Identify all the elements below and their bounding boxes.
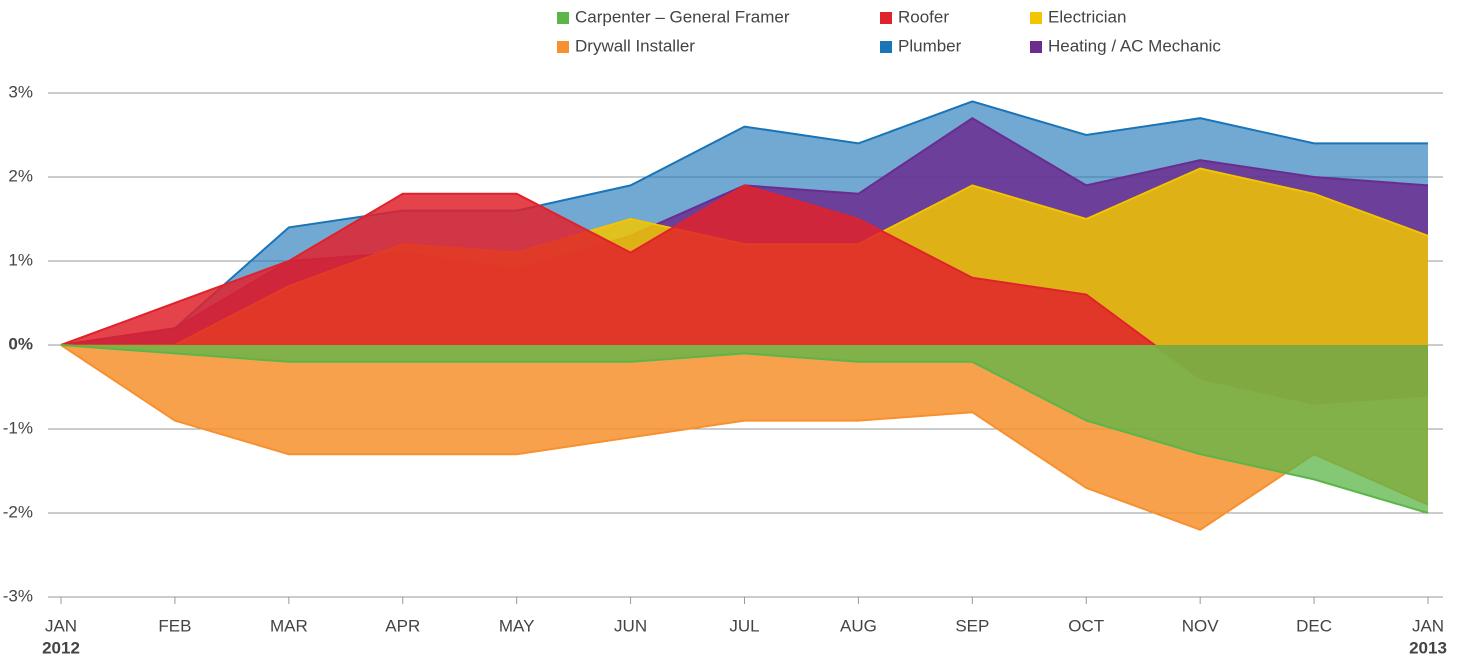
y-tick-label: 0% xyxy=(8,334,33,353)
y-tick-label: -1% xyxy=(3,418,33,437)
x-sublabel: 2012 xyxy=(42,638,80,657)
area xyxy=(61,345,1428,513)
legend-label: Carpenter – General Framer xyxy=(575,7,790,26)
legend-label: Electrician xyxy=(1048,7,1126,26)
x-tick-label: FEB xyxy=(158,616,191,635)
legend-label: Roofer xyxy=(898,7,949,26)
area xyxy=(61,185,1428,404)
y-tick-label: 2% xyxy=(8,166,33,185)
x-tick-label: JAN xyxy=(1412,616,1444,635)
y-tick-label: 1% xyxy=(8,250,33,269)
x-tick-label: JUL xyxy=(729,616,759,635)
y-tick-label: 3% xyxy=(8,82,33,101)
x-tick-label: APR xyxy=(385,616,420,635)
legend-swatch xyxy=(880,12,892,24)
x-tick-label: NOV xyxy=(1182,616,1220,635)
legend-label: Heating / AC Mechanic xyxy=(1048,36,1221,55)
legend-label: Plumber xyxy=(898,36,962,55)
line xyxy=(60,344,1429,514)
line xyxy=(60,344,1429,531)
legend-swatch xyxy=(880,41,892,53)
x-tick-label: JUN xyxy=(614,616,647,635)
x-tick-label: AUG xyxy=(840,616,877,635)
x-tick-label: MAY xyxy=(499,616,535,635)
legend-swatch xyxy=(557,12,569,24)
legend-swatch xyxy=(1030,12,1042,24)
x-tick-label: JAN xyxy=(45,616,77,635)
x-tick-label: OCT xyxy=(1068,616,1104,635)
x-tick-label: MAR xyxy=(270,616,308,635)
legend-swatch xyxy=(557,41,569,53)
x-sublabel: 2013 xyxy=(1409,638,1447,657)
x-tick-label: SEP xyxy=(955,616,989,635)
legend-swatch xyxy=(1030,41,1042,53)
legend-label: Drywall Installer xyxy=(575,36,695,55)
y-tick-label: -2% xyxy=(3,502,33,521)
x-tick-label: DEC xyxy=(1296,616,1332,635)
line xyxy=(60,100,1428,346)
y-tick-label: -3% xyxy=(3,586,33,605)
